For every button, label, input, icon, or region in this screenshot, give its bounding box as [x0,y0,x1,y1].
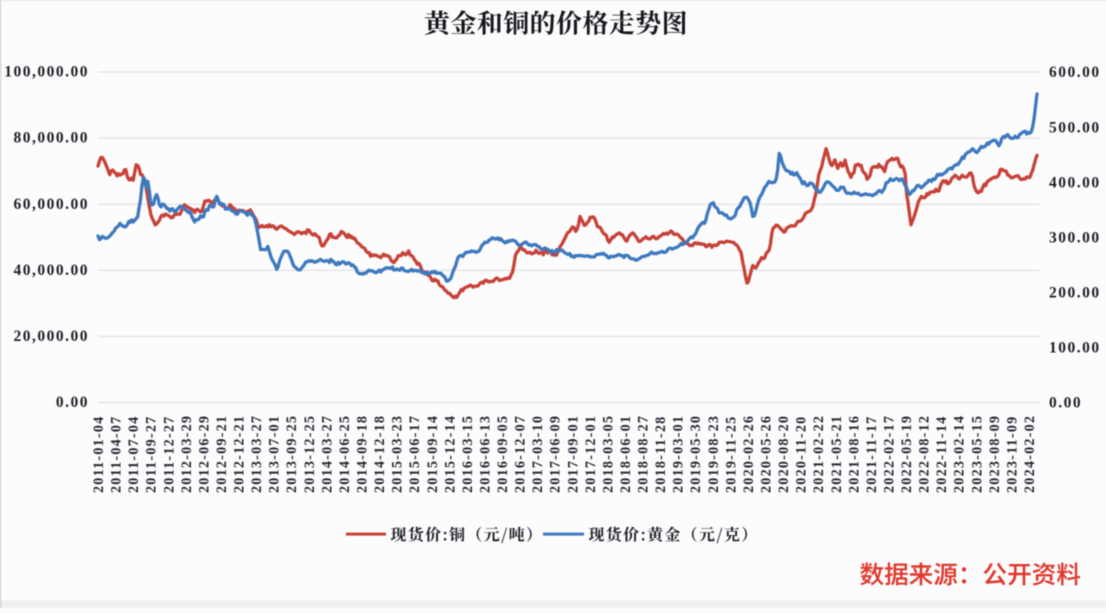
svg-text:2017-12-01: 2017-12-01 [583,415,599,493]
svg-text:80,000.00: 80,000.00 [14,130,90,147]
svg-text:2014-03-27: 2014-03-27 [319,415,335,493]
svg-text:2020-08-20: 2020-08-20 [776,415,792,493]
svg-text:2011-04-07: 2011-04-07 [109,416,125,493]
svg-text:100,000.00: 100,000.00 [4,64,89,81]
svg-text:2016-12-07: 2016-12-07 [513,415,529,493]
svg-text:2022-11-14: 2022-11-14 [934,416,950,493]
svg-text:500.00: 500.00 [1049,119,1101,136]
svg-text:2012-09-21: 2012-09-21 [214,415,230,493]
svg-text:2017-06-09: 2017-06-09 [548,415,564,493]
svg-text:2017-03-10: 2017-03-10 [530,415,546,493]
svg-text:2018-11-28: 2018-11-28 [653,416,669,493]
svg-text:2014-09-18: 2014-09-18 [355,415,371,493]
svg-text:2015-03-23: 2015-03-23 [390,415,406,493]
svg-text:2012-12-21: 2012-12-21 [232,415,248,493]
svg-text:2021-05-21: 2021-05-21 [829,415,845,493]
svg-text:2011-12-27: 2011-12-27 [161,416,177,493]
svg-text:2013-12-25: 2013-12-25 [302,415,318,493]
svg-text:2011-09-27: 2011-09-27 [144,416,160,493]
svg-text:2016-09-05: 2016-09-05 [495,415,511,493]
svg-text:2019-11-25: 2019-11-25 [723,416,739,493]
svg-text:2015-06-17: 2015-06-17 [407,415,423,493]
svg-text:2015-09-14: 2015-09-14 [425,415,441,493]
svg-text:40,000.00: 40,000.00 [14,262,90,279]
svg-text:2020-11-20: 2020-11-20 [794,416,810,493]
svg-text:2013-07-01: 2013-07-01 [267,415,283,493]
svg-text:100.00: 100.00 [1049,340,1101,357]
svg-text:2023-05-15: 2023-05-15 [969,415,985,493]
svg-text:2019-08-23: 2019-08-23 [706,415,722,493]
svg-text:2021-11-17: 2021-11-17 [864,416,880,493]
svg-text:400.00: 400.00 [1049,174,1101,191]
svg-text:2018-06-01: 2018-06-01 [618,415,634,493]
svg-text:2022-05-19: 2022-05-19 [899,415,915,493]
svg-text:600.00: 600.00 [1049,64,1101,81]
svg-text:0.00: 0.00 [1049,395,1082,412]
svg-text:2021-02-22: 2021-02-22 [811,415,827,493]
svg-text:2019-03-01: 2019-03-01 [671,415,687,493]
svg-text:2013-03-27: 2013-03-27 [249,415,265,493]
svg-text:2021-08-16: 2021-08-16 [846,415,862,493]
svg-text:2022-08-12: 2022-08-12 [917,415,933,493]
svg-text:2012-06-29: 2012-06-29 [196,415,212,493]
svg-text:2018-08-27: 2018-08-27 [636,415,652,493]
svg-text:2023-11-09: 2023-11-09 [1004,416,1020,493]
svg-text:2011-01-04: 2011-01-04 [91,416,107,493]
svg-text:60,000.00: 60,000.00 [14,196,90,213]
svg-text:2020-02-26: 2020-02-26 [741,415,757,493]
svg-text:2014-06-25: 2014-06-25 [337,415,353,493]
svg-text:2023-02-14: 2023-02-14 [952,415,968,493]
svg-text:2011-07-04: 2011-07-04 [126,416,142,493]
svg-text:2015-12-14: 2015-12-14 [442,415,458,493]
svg-text:2022-02-17: 2022-02-17 [882,415,898,493]
svg-text:2020-05-26: 2020-05-26 [759,415,775,493]
svg-text:2023-08-09: 2023-08-09 [987,415,1003,493]
svg-text:2016-03-15: 2016-03-15 [460,415,476,493]
svg-text:2014-12-18: 2014-12-18 [372,415,388,493]
svg-text:0.00: 0.00 [56,394,89,411]
svg-text:2019-05-30: 2019-05-30 [688,415,704,493]
svg-text:2017-09-01: 2017-09-01 [565,415,581,493]
svg-text:300.00: 300.00 [1049,230,1101,247]
svg-text:2016-06-13: 2016-06-13 [478,415,494,493]
svg-text:2012-03-29: 2012-03-29 [179,415,195,493]
svg-text:2024-02-02: 2024-02-02 [1022,415,1038,493]
svg-text:2018-03-05: 2018-03-05 [600,415,616,493]
svg-text:2013-09-25: 2013-09-25 [284,415,300,493]
svg-text:200.00: 200.00 [1049,285,1101,302]
svg-text:20,000.00: 20,000.00 [14,328,90,345]
